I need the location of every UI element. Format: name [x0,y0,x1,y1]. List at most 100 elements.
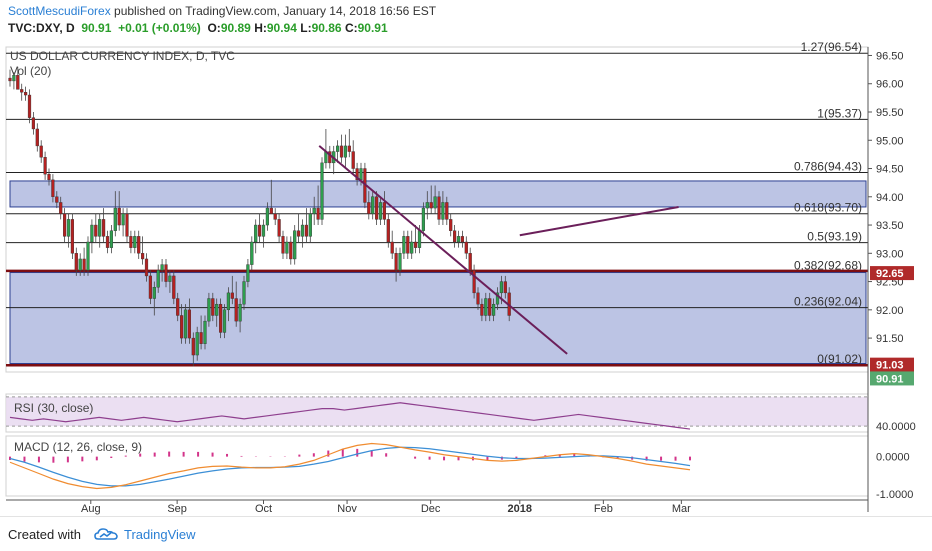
fib-level-label: 0(91.02) [817,352,862,366]
candle-body [199,332,203,344]
candle [503,275,507,299]
candle [468,247,472,276]
candle [199,315,203,350]
candle-body [238,303,242,322]
fib-level-label: 0.618(93.70) [794,201,862,215]
candle-body [417,230,422,248]
candle-body [172,275,176,299]
candle-body [472,270,476,294]
candle [207,292,211,327]
candle [98,213,102,248]
candle [367,191,371,220]
candle [410,230,414,259]
author-link[interactable]: ScottMescudiForex [8,4,111,18]
candle [265,202,269,231]
candle-body [152,287,156,299]
candle-body [261,224,266,237]
candle-body [59,202,63,214]
price-tick-label: 96.00 [876,79,904,91]
candle [476,287,480,310]
candle [441,191,445,226]
candle [351,140,355,175]
candle-body [24,92,28,96]
candle-body [398,253,402,271]
candle [488,292,492,322]
high-label: H: [254,21,267,35]
close-value: 90.91 [357,21,388,35]
candle-body [445,202,449,220]
tradingview-cloud-icon [94,528,118,540]
price-tag [870,371,914,386]
candle-body [207,298,211,322]
chart-canvas[interactable]: 91.5092.0092.5093.0093.5094.0094.5095.00… [0,0,932,516]
candle [16,66,20,90]
candle-body [117,207,121,226]
fib-level-label: 0.5(93.19) [807,230,862,244]
candle-body [222,309,227,333]
time-tick-label: 2018 [508,503,532,515]
candle-body [484,298,488,316]
candle-body [316,207,320,220]
macd-tick-label: -1.0000 [876,489,913,501]
tradingview-link[interactable]: TradingView [124,527,196,542]
candle [281,230,285,259]
candle [133,230,137,254]
candle [137,230,141,259]
candle [152,281,156,316]
candle [429,185,433,214]
candle [121,208,125,237]
time-axis: Aug Sep Oct Nov Dec 2018 Feb Mar [6,499,868,515]
fib-level-label: 0.382(92.68) [794,258,862,272]
candle-body [168,275,172,282]
candle [293,225,297,265]
candle [191,332,195,367]
candle-body [499,281,503,294]
supply-demand-zone [9,272,867,365]
candle [183,304,188,344]
candle [308,208,312,242]
candle-body [70,219,74,254]
candle-body [203,320,207,344]
candle-body [98,219,102,237]
fib-level-label: 1.27(96.54) [801,40,862,54]
footer: Created with TradingView [0,516,932,551]
candle-body [20,89,24,93]
candle-body [43,157,47,175]
candle-body [488,298,492,316]
candle [24,86,28,101]
candle [222,304,227,339]
candle [238,298,242,333]
rsi-line [9,402,691,430]
candles [8,66,511,367]
candle-body [133,236,137,248]
candle [129,230,133,254]
candle-body [12,75,16,82]
symbol-label: TVC:DXY, D [8,21,75,35]
candle-body [441,202,445,220]
candle [82,247,86,276]
rsi-label: RSI (30, close) [14,401,93,415]
trendline [519,205,679,237]
chart-title: US DOLLAR CURRENCY INDEX, D, TVC [10,49,235,63]
candle [464,236,468,259]
candle-body [113,207,117,231]
candle [187,298,191,344]
candle-body [250,241,254,265]
macd-tick-label: 0.0000 [876,452,910,464]
candle [148,270,152,305]
candle [386,213,390,248]
rsi-band [6,396,868,427]
candle-body [101,219,106,237]
candle [109,225,113,254]
trendline [318,145,568,355]
candle-body [215,303,219,316]
candle [421,202,425,237]
candle [312,196,316,226]
candle [378,196,383,226]
time-tick-label: Feb [594,503,613,515]
candle [125,208,129,242]
candle-body [320,162,324,220]
price-tick-label: 95.00 [876,135,904,147]
candle [453,225,457,248]
candle [382,191,386,226]
